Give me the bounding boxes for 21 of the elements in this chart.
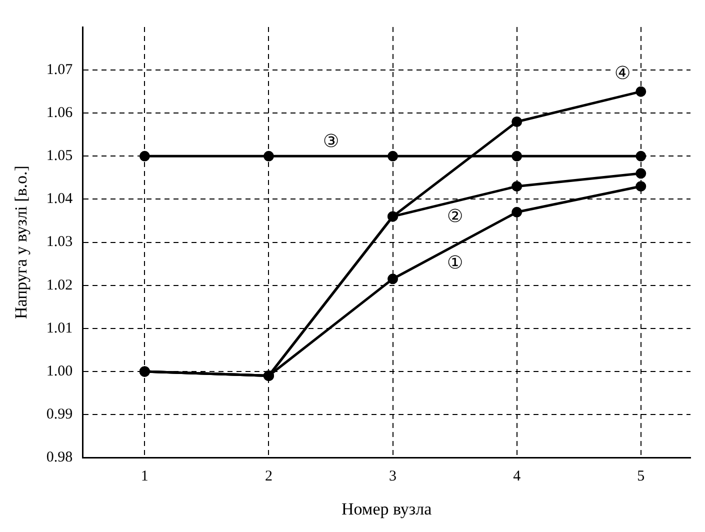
y-tick-label: 1.06 bbox=[46, 105, 74, 122]
x-tick-label: 5 bbox=[637, 468, 645, 485]
x-tick-label: 4 bbox=[513, 468, 522, 485]
y-tick-label: 1.00 bbox=[46, 363, 73, 380]
y-tick-label: 1.07 bbox=[46, 62, 74, 78]
x-axis-title: Номер вузла bbox=[341, 499, 432, 518]
y-tick-label: 1.04 bbox=[46, 191, 74, 208]
x-tick-label: 3 bbox=[389, 468, 397, 485]
y-tick-label: 1.03 bbox=[46, 234, 73, 250]
y-tick-label: 1.01 bbox=[46, 320, 73, 336]
series-label: ② bbox=[446, 206, 463, 226]
series-label: ③ bbox=[322, 130, 339, 151]
y-tick-label: 0.98 bbox=[46, 450, 73, 466]
y-axis-title: Напруга у вузлі [в.о.] bbox=[12, 166, 31, 320]
x-tick-label: 1 bbox=[140, 468, 148, 485]
series-label: ④ bbox=[614, 62, 630, 83]
y-tick-label: 0.99 bbox=[46, 406, 73, 422]
series-label: ① bbox=[446, 252, 463, 272]
x-tick-label: 2 bbox=[264, 468, 272, 485]
y-tick-label: 1.05 bbox=[46, 148, 73, 164]
y-tick-label: 1.02 bbox=[46, 277, 73, 294]
